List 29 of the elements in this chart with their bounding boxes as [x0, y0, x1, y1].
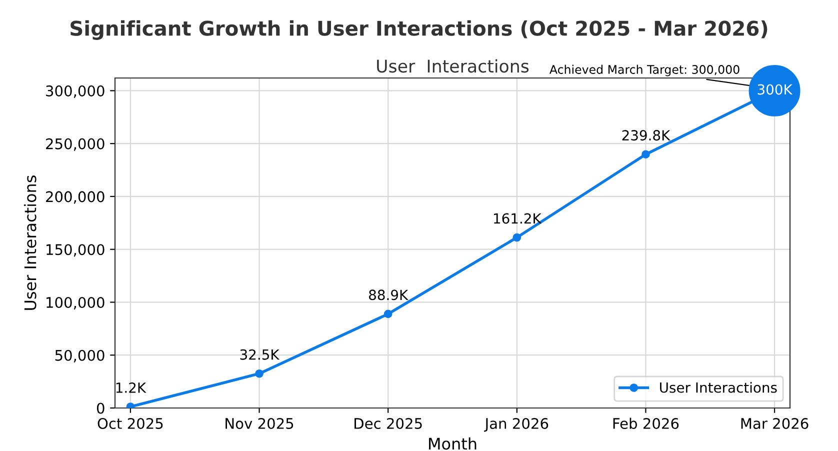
x-tick-label: Feb 2026 — [613, 418, 679, 430]
y-tick-label: 100,000 — [46, 296, 104, 310]
point — [255, 369, 264, 378]
data-label: 161.2K — [494, 213, 542, 224]
x-axis-title: Month — [429, 437, 476, 450]
point — [642, 150, 650, 159]
x-tick-label: Mar 2026 — [741, 418, 808, 430]
y-tick-label: 0 — [96, 402, 104, 414]
point — [384, 310, 392, 318]
chart-subtitle: User Interactions — [377, 59, 529, 73]
y-tick-label: 150,000 — [46, 244, 104, 257]
point — [512, 233, 522, 242]
y-tick-label: 300,000 — [46, 85, 104, 98]
data-label: 88.9K — [369, 290, 408, 300]
y-tick-label: 50,000 — [55, 350, 104, 362]
data-label: 1.2K — [116, 382, 146, 393]
legend-label: User Interactions — [660, 382, 777, 393]
x-tick-label: Jan 2026 — [484, 418, 548, 432]
x-tick-label: Oct 2025 — [98, 418, 163, 430]
data-label: 239.8K — [622, 130, 670, 141]
y-axis-title: User Interactions — [24, 176, 36, 310]
chart-title: Significant Growth in User Interactions (Oct 2025 - Mar 2026) — [70, 20, 768, 40]
data-label: 300K — [758, 84, 793, 95]
data-label: 32.5K — [240, 349, 280, 360]
y-tick-label: 250,000 — [46, 138, 104, 151]
x-tick-label: Dec 2025 — [354, 418, 422, 430]
annotation: Achieved March Target: 300,000 — [550, 64, 740, 76]
y-tick-label: 200,000 — [46, 191, 104, 204]
x-tick-label: Nov 2025 — [226, 418, 294, 430]
